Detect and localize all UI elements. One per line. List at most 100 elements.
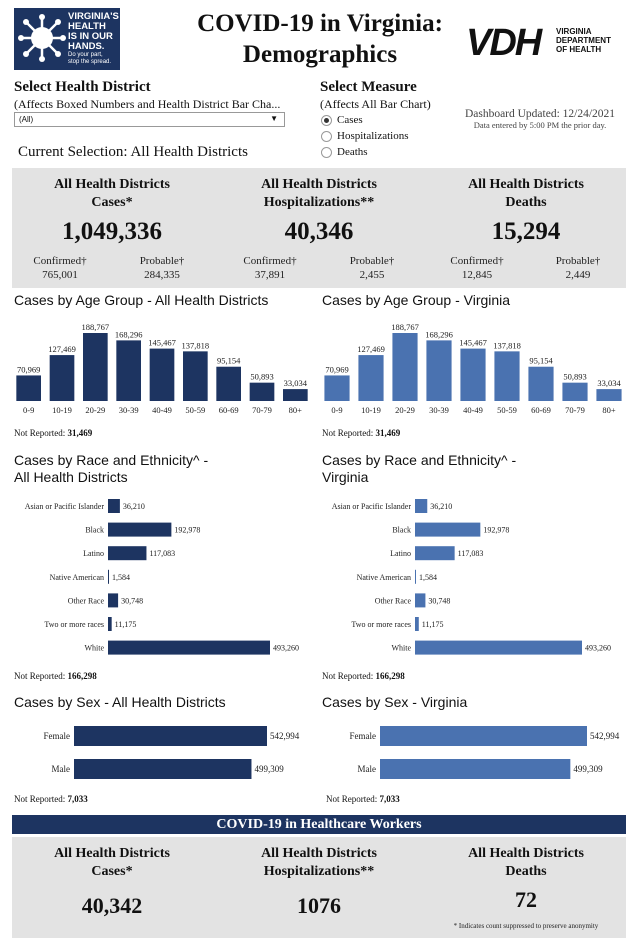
radio-selected-icon (321, 114, 332, 126)
measure-radio-cases[interactable]: Cases (321, 114, 363, 126)
age-value-label: 70,969 (325, 364, 348, 374)
age-bar (562, 382, 588, 401)
race-bar (108, 546, 147, 561)
district-filter-note: (Affects Boxed Numbers and Health Distri… (14, 97, 281, 111)
measure-label: Select Measure (320, 79, 417, 95)
race-value-label: 117,083 (458, 549, 484, 558)
age-category-label: 70-79 (565, 405, 585, 415)
age-left-not-reported: Not Reported: 31,469 (14, 428, 93, 438)
race-left-not-reported: Not Reported: 166,298 (14, 671, 97, 681)
race-chart-left-title: Cases by Race and Ethnicity^ - All Health… (14, 452, 209, 485)
sex-category-label: Male (358, 764, 377, 774)
race-bar (415, 640, 582, 655)
race-category-label: Other Race (375, 596, 412, 605)
age-bar (426, 340, 452, 401)
age-value-label: 168,296 (115, 329, 143, 339)
race-bar (415, 617, 419, 631)
hcw-cases-value: 40,342 (81, 893, 143, 918)
district-dropdown[interactable]: (All) ▼ (14, 112, 285, 127)
age-value-label: 188,767 (391, 322, 419, 332)
hcw-hosp-title: All Health Districts Hospitalizations** (261, 846, 377, 879)
sex-bar (380, 759, 571, 779)
kpi-cases-confirmed: Confirmed† 765,001 (33, 255, 87, 281)
campaign-logo-tagline: Do your part, stop the spread. (68, 52, 112, 65)
race-value-label: 493,260 (585, 644, 611, 653)
race-category-label: Latino (83, 549, 104, 558)
hcw-hosp-value: 1076 (297, 893, 341, 918)
age-category-label: 80+ (602, 405, 616, 415)
age-bar (216, 366, 241, 401)
measure-radio-hospitalizations[interactable]: Hospitalizations (321, 130, 409, 142)
age-category-label: 10-19 (361, 405, 381, 415)
race-bar (415, 593, 426, 608)
race-value-label: 1,584 (112, 573, 130, 582)
radio-icon (321, 130, 332, 142)
age-bar (596, 389, 622, 401)
age-category-label: 50-59 (185, 405, 205, 415)
age-value-label: 137,818 (493, 340, 521, 350)
sex-bar (380, 726, 587, 746)
age-bar (149, 348, 175, 401)
race-category-label: Two or more races (351, 620, 411, 629)
age-bar (16, 375, 41, 401)
sex-chart-virginia: Female 542,994 Male 499,309 (350, 726, 620, 779)
race-category-label: Native American (357, 573, 411, 582)
race-value-label: 11,175 (115, 620, 137, 629)
district-filter-label: Select Health District (14, 79, 151, 95)
age-bar (249, 382, 275, 401)
age-value-label: 70,969 (17, 364, 40, 374)
race-category-label: Black (85, 526, 104, 535)
race-category-label: Black (392, 526, 411, 535)
race-category-label: Asian or Pacific Islander (25, 502, 105, 511)
campaign-logo: VIRGINIA'S HEALTH IS IN OUR HANDS. Do your … (14, 8, 120, 70)
age-bar (183, 351, 208, 401)
sex-bar (74, 759, 252, 779)
dashboard-updated: Dashboard Updated: 12/24/2021 Data enter… (464, 108, 616, 130)
age-chart-all-districts: 70,969 0-9 127,469 10-19 188,767 20-29 168,296… (16, 322, 308, 415)
race-bar (108, 522, 172, 537)
race-value-label: 30,748 (428, 596, 450, 605)
measure-note: (Affects All Bar Chart) (320, 97, 431, 111)
age-category-label: 30-39 (119, 405, 139, 415)
race-value-label: 192,978 (483, 526, 509, 535)
age-value-label: 33,034 (284, 378, 308, 388)
age-value-label: 188,767 (82, 322, 110, 332)
race-category-label: White (84, 644, 104, 653)
age-value-label: 145,467 (148, 338, 176, 348)
age-bar (283, 389, 308, 401)
age-category-label: 60-69 (219, 405, 239, 415)
hcw-deaths-title: All Health Districts Deaths (468, 846, 584, 879)
race-bar (415, 522, 481, 537)
kpi-hosp-confirmed: Confirmed† 37,891 (243, 255, 297, 281)
vdh-logo: VDH VIRGINIA DEPARTMENT OF HEALTH (466, 22, 611, 64)
race-value-label: 11,175 (422, 620, 444, 629)
age-category-label: 40-49 (152, 405, 172, 415)
race-value-label: 36,210 (123, 502, 145, 511)
virus-icon (18, 14, 66, 62)
kpi-cases-value: 1,049,336 (62, 218, 162, 245)
race-category-label: Other Race (68, 596, 105, 605)
hcw-deaths-value: 72 (515, 887, 537, 912)
sex-left-not-reported: Not Reported: 7,033 (14, 794, 88, 804)
age-category-label: 60-69 (531, 405, 551, 415)
age-chart-virginia: 70,969 0-9 127,469 10-19 188,767 20-29 168,296… (324, 322, 622, 415)
race-category-label: Latino (390, 549, 411, 558)
race-value-label: 117,083 (149, 549, 175, 558)
age-category-label: 30-39 (429, 405, 449, 415)
age-chart-right-title: Cases by Age Group - Virginia (322, 292, 511, 308)
age-bar (528, 366, 554, 401)
age-value-label: 145,467 (459, 338, 487, 348)
measure-radio-deaths[interactable]: Deaths (321, 146, 368, 158)
age-bar (324, 375, 350, 401)
race-category-label: Asian or Pacific Islander (332, 502, 412, 511)
hcw-banner: COVID-19 in Healthcare Workers (12, 815, 626, 834)
age-value-label: 33,034 (597, 378, 621, 388)
race-bar (108, 499, 120, 513)
sex-bar (74, 726, 267, 746)
hcw-kpi-panel: All Health Districts Cases* 40,342 All He… (12, 837, 626, 938)
sex-value-label: 542,994 (590, 731, 620, 741)
age-bar (83, 333, 108, 401)
age-value-label: 127,469 (357, 344, 385, 354)
age-category-label: 0-9 (23, 405, 34, 415)
age-value-label: 127,469 (48, 344, 76, 354)
